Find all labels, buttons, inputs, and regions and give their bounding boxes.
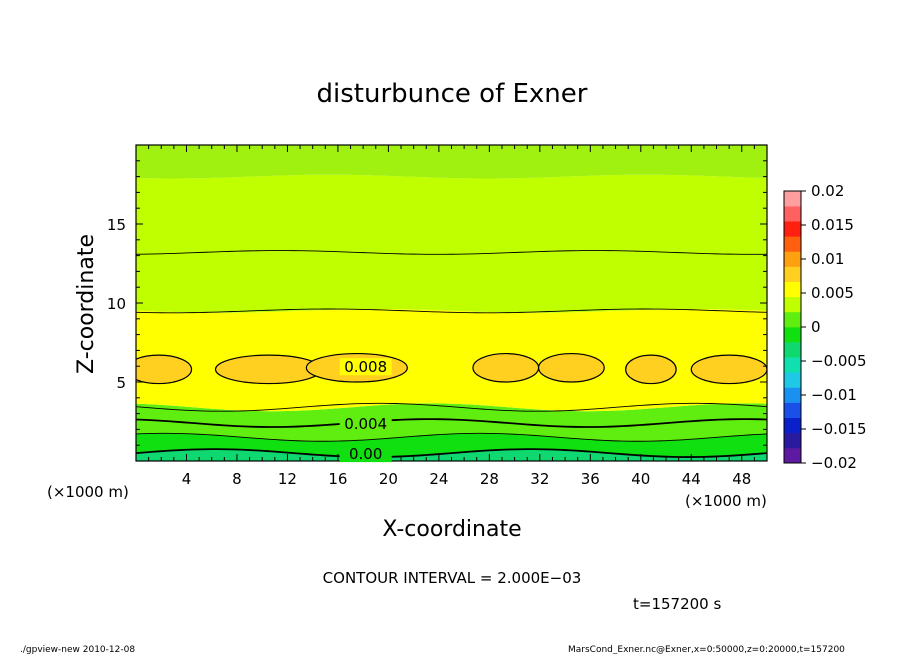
- contour-band-2: [136, 403, 767, 442]
- colorbar-swatch-8: [784, 327, 801, 343]
- colorbar-tick-label: 0.01: [811, 250, 844, 268]
- contour-band-0: [136, 449, 767, 461]
- chart-title: disturbunce of Exner: [317, 79, 588, 109]
- high-patch-6: [690, 354, 767, 385]
- y-tick-label: 15: [107, 216, 126, 234]
- x-tick-label: 28: [480, 470, 499, 488]
- x-tick-label: 48: [732, 470, 751, 488]
- contour-label-bg-2: [339, 445, 392, 463]
- contour-interval-note: CONTOUR INTERVAL = 2.000E−03: [323, 569, 582, 587]
- colorbar-tick-label: 0.02: [811, 182, 844, 200]
- high-patch-0: [136, 354, 193, 385]
- x-tick-label: 32: [530, 470, 549, 488]
- x-tick-label: 40: [631, 470, 650, 488]
- x-tick-label: 4: [182, 470, 192, 488]
- contour-line-3: [136, 402, 767, 412]
- plot-area: [136, 145, 767, 461]
- contour-line-4: [136, 308, 767, 314]
- colorbar-tick-label: 0: [811, 318, 821, 336]
- y-tick-label: 10: [107, 295, 126, 313]
- contour-label-1: 0.004: [344, 415, 387, 433]
- footer-left: ./gpview-new 2010-12-08: [20, 645, 135, 654]
- high-patch-1: [214, 354, 323, 385]
- x-axis-label: X-coordinate: [382, 517, 521, 542]
- x-tick-label: 16: [328, 470, 347, 488]
- colorbar-swatch-11: [784, 281, 801, 298]
- contour-band-1: [136, 433, 767, 458]
- contour-label-2: 0.00: [349, 445, 382, 463]
- x-unit-label: (×1000 m): [685, 492, 767, 510]
- contour-band-5: [136, 145, 767, 179]
- contour-line-5: [136, 250, 767, 255]
- colorbar-tick-label: 0.005: [811, 284, 854, 302]
- colorbar-swatch-7: [784, 342, 801, 358]
- contour-label-0: 0.008: [344, 358, 387, 376]
- y-axis-label: Z-coordinate: [74, 234, 99, 374]
- colorbar-swatch-5: [784, 372, 801, 388]
- colorbar-swatch-16: [784, 206, 801, 222]
- high-patch-3: [472, 352, 540, 383]
- x-tick-label: 8: [232, 470, 242, 488]
- y-tick-label: 5: [116, 374, 126, 392]
- contour-line-1: [136, 432, 767, 442]
- footer-right: MarsCond_Exner.nc@Exner,x=0:50000,z=0:20…: [568, 645, 845, 654]
- time-stamp: t=157200 s: [633, 595, 721, 613]
- colorbar-swatch-2: [784, 417, 801, 434]
- x-tick-label: 36: [581, 470, 600, 488]
- colorbar-swatch-3: [784, 402, 801, 418]
- colorbar-tick-label: −0.01: [811, 386, 857, 404]
- high-patch-5: [625, 354, 677, 385]
- high-patch-4: [537, 352, 605, 383]
- x-tick-label: 20: [379, 470, 398, 488]
- colorbar-tick-label: −0.02: [811, 454, 857, 472]
- contour-line-2: [136, 418, 767, 428]
- contour-band-4: [136, 174, 767, 313]
- contour-band-3: [136, 309, 767, 412]
- colorbar-swatch-6: [784, 357, 801, 373]
- colorbar-swatch-9: [784, 311, 801, 328]
- colorbar-swatch-13: [784, 251, 801, 267]
- contour-label-bg-1: [339, 415, 392, 433]
- colorbar-swatch-1: [784, 432, 801, 449]
- colorbar-swatch-10: [784, 296, 801, 313]
- colorbar-tick-label: −0.015: [811, 420, 867, 438]
- x-tick-label: 12: [278, 470, 297, 488]
- x-tick-label: 24: [429, 470, 448, 488]
- colorbar-tick-label: −0.005: [811, 352, 867, 370]
- colorbar-swatch-17: [784, 191, 801, 207]
- colorbar-swatch-14: [784, 236, 801, 252]
- colorbar-swatch-0: [784, 447, 801, 464]
- colorbar-swatch-12: [784, 266, 801, 282]
- contour-label-bg-0: [339, 358, 392, 376]
- axis-ticks: [136, 145, 767, 461]
- colorbar-swatch-4: [784, 387, 801, 403]
- y-unit-label: (×1000 m): [47, 483, 129, 501]
- colorbar-tick-label: 0.015: [811, 216, 854, 234]
- contour-line-0: [136, 448, 767, 458]
- x-tick-label: 44: [682, 470, 701, 488]
- colorbar: [783, 190, 806, 464]
- colorbar-swatch-15: [784, 221, 801, 237]
